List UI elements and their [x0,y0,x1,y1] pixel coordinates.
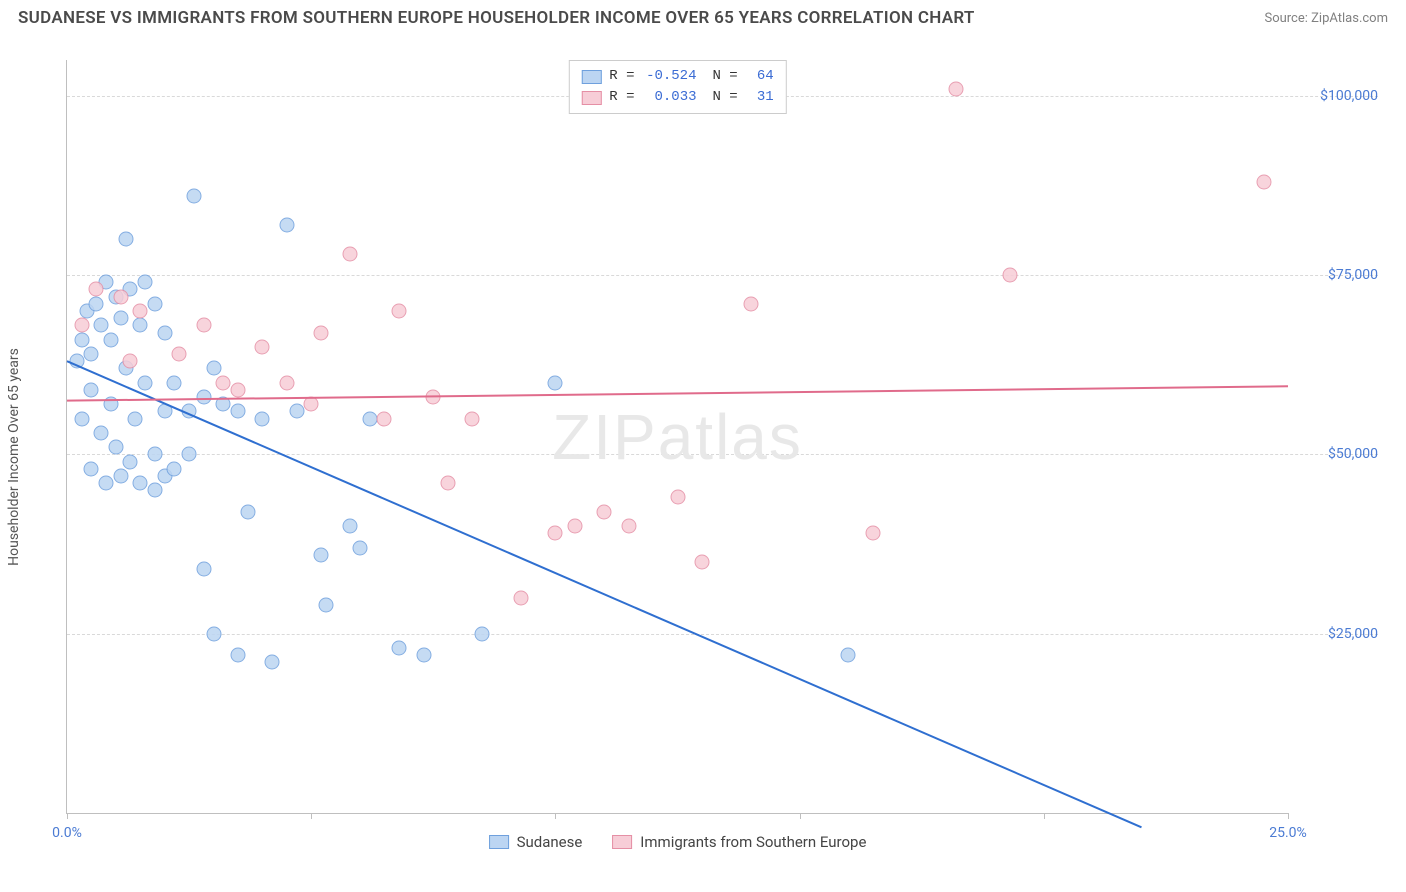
plot-area: ZIPatlas R = -0.524 N = 64 R = 0.033 N =… [66,60,1288,814]
n-value-a: 64 [746,66,774,87]
y-axis-label: Householder Income Over 65 years [6,348,22,566]
legend-item-b: Immigrants from Southern Europe [612,833,866,851]
n-label: N = [713,87,738,108]
trend-line-a [67,361,1141,827]
legend-row-b: R = 0.033 N = 31 [581,87,773,108]
r-label: R = [609,66,634,87]
y-tick-label: $50,000 [1298,446,1378,462]
r-value-a: -0.524 [643,66,697,87]
x-tick [800,813,801,819]
series-b-label: Immigrants from Southern Europe [640,833,866,851]
correlation-legend: R = -0.524 N = 64 R = 0.033 N = 31 [568,60,786,114]
swatch-b-icon [581,91,601,105]
n-value-b: 31 [746,87,774,108]
x-tick [555,813,556,819]
swatch-a-icon [581,70,601,84]
trend-line-b [67,386,1288,400]
x-tick [1044,813,1045,819]
x-tick [1288,813,1289,819]
swatch-a-icon [489,835,509,849]
chart-container: Householder Income Over 65 years ZIPatla… [18,40,1388,874]
x-tick-label: 25.0% [1269,825,1307,841]
swatch-b-icon [612,835,632,849]
x-tick [311,813,312,819]
y-tick-label: $25,000 [1298,626,1378,642]
trend-lines [67,60,1288,813]
source-label: Source: ZipAtlas.com [1264,11,1388,26]
y-tick-label: $100,000 [1298,88,1378,104]
r-label: R = [609,87,634,108]
n-label: N = [713,66,738,87]
series-legend: Sudanese Immigrants from Southern Europe [489,833,867,851]
legend-item-a: Sudanese [489,833,583,851]
x-tick [67,813,68,819]
series-a-label: Sudanese [517,833,583,851]
x-tick-label: 0.0% [52,825,82,841]
r-value-b: 0.033 [643,87,697,108]
legend-row-a: R = -0.524 N = 64 [581,66,773,87]
y-tick-label: $75,000 [1298,267,1378,283]
chart-title: SUDANESE VS IMMIGRANTS FROM SOUTHERN EUR… [18,8,975,28]
